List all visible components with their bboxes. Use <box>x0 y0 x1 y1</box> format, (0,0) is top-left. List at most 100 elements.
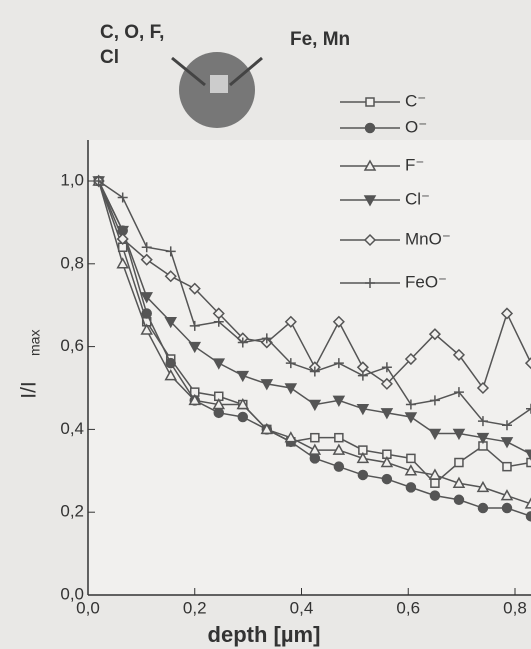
data-point <box>212 398 226 410</box>
data-point <box>380 377 393 390</box>
legend-marker <box>365 97 375 107</box>
legend-label: O⁻ <box>405 117 427 136</box>
data-point <box>501 502 513 514</box>
legend-label: C⁻ <box>405 91 426 110</box>
data-point <box>524 497 531 509</box>
data-point <box>308 399 322 412</box>
data-point <box>237 337 248 348</box>
x-tick-label: 0,0 <box>76 598 100 617</box>
data-point <box>260 379 274 391</box>
data-point <box>237 411 249 423</box>
data-point <box>188 393 202 406</box>
annotation: Fe, Mn <box>290 29 350 50</box>
data-point <box>164 317 178 329</box>
x-axis-label: depth [µm] <box>208 622 321 647</box>
annotation: C, O, F, <box>100 22 164 43</box>
data-point <box>164 270 177 283</box>
data-point <box>117 192 128 203</box>
data-point <box>213 407 225 419</box>
data-point <box>284 315 297 328</box>
data-point <box>140 253 153 266</box>
data-point <box>140 323 153 335</box>
legend-marker <box>365 278 375 288</box>
data-point <box>309 453 321 464</box>
data-point <box>404 412 418 424</box>
y-tick-label: 0,2 <box>60 502 84 521</box>
data-point <box>309 366 320 377</box>
data-point <box>236 398 250 410</box>
legend-marker <box>363 233 377 247</box>
data-point <box>189 320 200 331</box>
data-point <box>380 455 394 468</box>
data-point <box>381 362 392 373</box>
y-axis-label-sub: max <box>27 330 43 356</box>
x-tick-label: 0,8 <box>503 598 527 617</box>
beam-line <box>171 56 206 87</box>
data-point <box>453 494 465 506</box>
data-point <box>476 480 490 493</box>
data-point <box>452 428 466 441</box>
data-point <box>334 432 344 443</box>
data-point <box>524 449 531 461</box>
y-tick-label: 0,8 <box>60 253 84 272</box>
data-point <box>429 490 441 501</box>
data-point <box>502 461 512 472</box>
legend-marker <box>363 159 377 171</box>
data-point <box>404 464 418 476</box>
data-point <box>404 352 417 366</box>
legend-marker <box>364 122 376 134</box>
data-point <box>141 308 152 319</box>
data-point <box>357 469 369 481</box>
data-point <box>357 370 368 381</box>
legend-label: F⁻ <box>405 155 424 174</box>
data-point <box>524 357 531 370</box>
data-point <box>188 341 202 354</box>
annotation: Cl <box>100 47 119 68</box>
data-point <box>500 437 514 449</box>
beam-line <box>229 56 263 87</box>
y-tick-label: 0,0 <box>60 584 84 603</box>
data-point <box>429 395 440 406</box>
data-point <box>526 457 531 468</box>
data-point <box>284 383 298 395</box>
data-point <box>428 428 442 441</box>
data-point <box>476 381 490 395</box>
data-point <box>356 403 370 416</box>
data-point <box>428 328 441 341</box>
data-point <box>116 232 129 246</box>
legend-label: MnO⁻ <box>405 229 451 248</box>
data-point <box>164 369 178 381</box>
data-point <box>406 453 416 464</box>
y-tick-label: 1,0 <box>60 170 84 189</box>
x-tick-label: 0,6 <box>396 598 420 617</box>
data-point <box>332 395 346 407</box>
data-point <box>93 176 104 186</box>
data-point <box>500 307 514 320</box>
data-point <box>381 473 393 485</box>
data-point <box>452 348 466 361</box>
data-point <box>141 242 152 253</box>
data-point <box>165 246 176 257</box>
data-point <box>165 357 176 369</box>
y-tick-label: 0,4 <box>60 419 84 438</box>
data-point <box>308 443 322 455</box>
data-point <box>501 420 512 431</box>
x-tick-label: 0,2 <box>183 598 207 617</box>
data-point <box>188 282 201 295</box>
data-point <box>333 461 345 472</box>
data-point <box>500 489 514 501</box>
data-point <box>260 422 274 435</box>
data-point <box>236 370 250 383</box>
y-axis-label: I/I <box>18 381 41 399</box>
data-point <box>310 432 320 443</box>
data-point <box>453 387 464 398</box>
data-point <box>332 443 346 455</box>
x-tick-label: 0,4 <box>290 598 314 617</box>
crater-icon <box>210 75 228 93</box>
data-point <box>212 358 226 370</box>
data-point <box>332 315 345 328</box>
data-point <box>333 358 344 369</box>
data-point <box>405 482 417 493</box>
